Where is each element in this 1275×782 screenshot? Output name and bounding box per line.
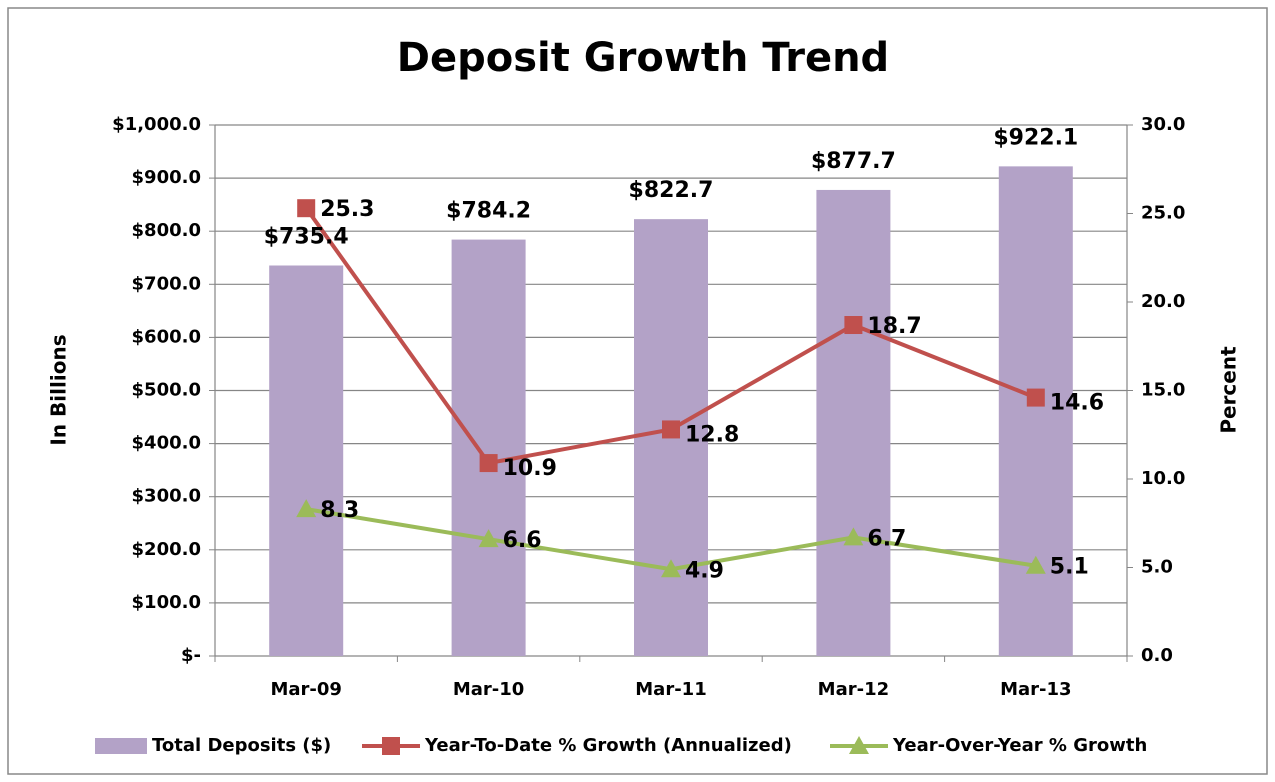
legend-swatch xyxy=(95,738,147,754)
data-label: 10.9 xyxy=(503,456,557,481)
y-tick-label: $300.0 xyxy=(132,486,201,507)
data-label: 25.3 xyxy=(320,197,374,222)
y-tick-label: $600.0 xyxy=(132,326,201,347)
x-tick-label: Mar-11 xyxy=(635,679,706,700)
bar xyxy=(269,265,344,656)
marker xyxy=(479,454,498,473)
y-tick-label: $900.0 xyxy=(132,167,201,188)
legend-label: Total Deposits ($) xyxy=(152,735,331,756)
y-tick-label: $800.0 xyxy=(132,220,201,241)
y-tick-label: $200.0 xyxy=(132,539,201,560)
legend-label: Year-Over-Year % Growth xyxy=(892,735,1147,756)
x-tick-label: Mar-12 xyxy=(818,679,889,700)
data-label: 12.8 xyxy=(685,422,739,447)
x-tick-label: Mar-09 xyxy=(270,679,341,700)
data-label: 14.6 xyxy=(1050,391,1104,416)
y2-tick-label: 25.0 xyxy=(1141,203,1185,224)
data-label: $922.1 xyxy=(993,125,1078,150)
y2-axis-label: Percent xyxy=(1217,346,1241,434)
marker xyxy=(844,316,863,335)
marker xyxy=(478,529,499,548)
y-tick-label: $400.0 xyxy=(132,433,201,454)
data-label: 5.1 xyxy=(1050,555,1089,580)
marker xyxy=(297,199,316,218)
y2-tick-label: 30.0 xyxy=(1141,114,1185,135)
x-tick-label: Mar-13 xyxy=(1000,679,1071,700)
data-label: 8.3 xyxy=(320,498,359,523)
marker xyxy=(662,420,680,439)
y2-tick-label: 5.0 xyxy=(1141,557,1173,578)
y-tick-label: $100.0 xyxy=(132,592,201,613)
chart-title: Deposit Growth Trend xyxy=(397,35,889,81)
y-tick-label: $1,000.0 xyxy=(112,114,201,135)
data-label: $822.7 xyxy=(629,178,714,203)
marker xyxy=(661,559,681,578)
marker xyxy=(1026,388,1045,407)
marker xyxy=(296,499,317,518)
bar xyxy=(998,166,1073,656)
data-label: 6.6 xyxy=(503,528,542,553)
data-label: 4.9 xyxy=(685,558,724,583)
y-tick-label: $700.0 xyxy=(132,273,201,294)
bar xyxy=(816,189,891,657)
y-tick-label: $500.0 xyxy=(132,380,201,401)
y2-tick-label: 20.0 xyxy=(1141,291,1185,312)
y2-tick-label: 0.0 xyxy=(1141,645,1173,666)
marker xyxy=(843,527,864,546)
y-axis-label: In Billions xyxy=(47,334,71,445)
legend-marker xyxy=(849,736,869,754)
data-label: $735.4 xyxy=(264,225,349,250)
bar xyxy=(451,239,526,657)
data-label: 18.7 xyxy=(867,314,921,339)
data-label: 6.7 xyxy=(867,526,906,551)
x-tick-label: Mar-10 xyxy=(453,679,524,700)
y2-tick-label: 10.0 xyxy=(1141,468,1185,489)
y2-tick-label: 15.0 xyxy=(1141,380,1185,401)
y-tick-label: $- xyxy=(181,645,201,666)
marker xyxy=(1025,555,1046,574)
legend-marker xyxy=(382,737,400,755)
data-label: $877.7 xyxy=(811,149,896,174)
legend-label: Year-To-Date % Growth (Annualized) xyxy=(424,735,792,756)
data-label: $784.2 xyxy=(446,199,531,224)
